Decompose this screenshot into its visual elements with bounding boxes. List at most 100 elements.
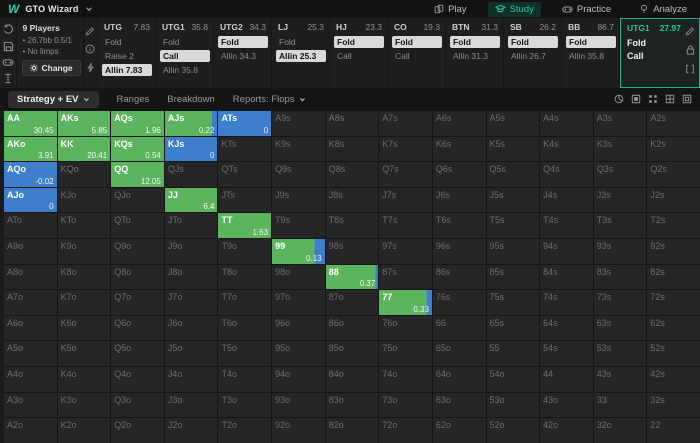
action-fold[interactable]: Fold bbox=[218, 36, 268, 48]
hand-cell-AQo[interactable]: AQo -0.02 bbox=[4, 162, 57, 187]
hand-cell-J4o[interactable]: J4o bbox=[164, 366, 218, 392]
hand-cell-A9o[interactable]: A9o bbox=[4, 238, 57, 264]
hand-cell-Q9s[interactable]: Q9s bbox=[272, 162, 325, 187]
hand-cell-85o[interactable]: 85o bbox=[325, 341, 379, 366]
hand-cell-KTo[interactable]: KTo bbox=[57, 213, 111, 238]
hand-cell-J2s[interactable]: J2s bbox=[647, 187, 700, 213]
hand-cell-J3s[interactable]: J3s bbox=[593, 187, 647, 213]
hand-cell-K5o[interactable]: K5o bbox=[57, 341, 111, 366]
hand-cell-J4s[interactable]: J4s bbox=[540, 187, 593, 213]
hand-cell-76s[interactable]: 76s bbox=[432, 290, 486, 315]
hand-cell-87s[interactable]: 87s bbox=[379, 264, 432, 290]
hand-cell-T2s[interactable]: T2s bbox=[647, 213, 700, 238]
hand-cell-Q5o[interactable]: Q5o bbox=[111, 341, 164, 366]
action-fold[interactable]: Fold bbox=[279, 37, 296, 47]
action-allin-26-7[interactable]: Allin 26.7 bbox=[511, 51, 546, 61]
hand-cell-ATo[interactable]: ATo bbox=[4, 213, 57, 238]
hand-cell-K8s[interactable]: K8s bbox=[325, 136, 379, 162]
hand-cell-43s[interactable]: 43s bbox=[593, 366, 647, 392]
hand-cell-T7s[interactable]: T7s bbox=[379, 213, 432, 238]
lightning-icon[interactable] bbox=[86, 62, 95, 73]
action-call[interactable]: Call bbox=[160, 50, 210, 62]
lock-icon[interactable] bbox=[686, 45, 695, 55]
hand-cell-A4s[interactable]: A4s bbox=[540, 111, 593, 136]
hand-cell-J8s[interactable]: J8s bbox=[325, 187, 379, 213]
hand-cell-K5s[interactable]: K5s bbox=[486, 136, 540, 162]
tab-ranges[interactable]: Ranges bbox=[117, 94, 150, 105]
hand-cell-A2o[interactable]: A2o bbox=[4, 418, 57, 443]
action-fold[interactable]: Fold bbox=[566, 36, 616, 48]
text-cursor-icon[interactable] bbox=[3, 73, 13, 84]
table-icon[interactable] bbox=[665, 94, 675, 104]
range-brackets-icon[interactable] bbox=[685, 64, 695, 74]
pencil-icon[interactable] bbox=[685, 26, 695, 36]
hand-cell-QJo[interactable]: QJo bbox=[111, 187, 164, 213]
active-action-call[interactable]: Call bbox=[627, 51, 644, 61]
hand-cell-92o[interactable]: 92o bbox=[272, 418, 325, 443]
hand-cell-64s[interactable]: 64s bbox=[540, 315, 593, 341]
hand-cell-KTs[interactable]: KTs bbox=[218, 136, 272, 162]
hand-cell-64o[interactable]: 64o bbox=[432, 366, 486, 392]
hand-cell-98s[interactable]: 98s bbox=[325, 238, 379, 264]
hand-cell-33[interactable]: 33 bbox=[593, 392, 647, 418]
action-fold[interactable]: Fold bbox=[450, 36, 500, 48]
hand-cell-KJs[interactable]: KJs 0 bbox=[164, 136, 218, 162]
hand-cell-ATs[interactable]: ATs 0 bbox=[218, 111, 272, 136]
hand-cell-42o[interactable]: 42o bbox=[540, 418, 593, 443]
hand-cell-A4o[interactable]: A4o bbox=[4, 366, 57, 392]
hand-cell-KQs[interactable]: KQs 0.54 bbox=[111, 136, 164, 162]
hand-cell-A3s[interactable]: A3s bbox=[593, 111, 647, 136]
hand-cell-K7o[interactable]: K7o bbox=[57, 290, 111, 315]
hand-cell-A6o[interactable]: A6o bbox=[4, 315, 57, 341]
hand-cell-95s[interactable]: 95s bbox=[486, 238, 540, 264]
hand-cell-Q3s[interactable]: Q3s bbox=[593, 162, 647, 187]
action-fold[interactable]: Fold bbox=[508, 36, 558, 48]
hand-cell-74s[interactable]: 74s bbox=[540, 290, 593, 315]
hand-cell-T5o[interactable]: T5o bbox=[218, 341, 272, 366]
hand-cell-97o[interactable]: 97o bbox=[272, 290, 325, 315]
hand-cell-62o[interactable]: 62o bbox=[432, 418, 486, 443]
hand-cell-T5s[interactable]: T5s bbox=[486, 213, 540, 238]
hand-cell-K3s[interactable]: K3s bbox=[593, 136, 647, 162]
hand-cell-54s[interactable]: 54s bbox=[540, 341, 593, 366]
hand-cell-54o[interactable]: 54o bbox=[486, 366, 540, 392]
hand-cell-63s[interactable]: 63s bbox=[593, 315, 647, 341]
hand-cell-72s[interactable]: 72s bbox=[647, 290, 700, 315]
hand-cell-Q2o[interactable]: Q2o bbox=[111, 418, 164, 443]
filled-square-icon[interactable] bbox=[631, 94, 641, 104]
hand-cell-94s[interactable]: 94s bbox=[540, 238, 593, 264]
hand-cell-A5s[interactable]: A5s bbox=[486, 111, 540, 136]
hand-cell-J2o[interactable]: J2o bbox=[164, 418, 218, 443]
hand-cell-K3o[interactable]: K3o bbox=[57, 392, 111, 418]
brand[interactable]: W GTO Wizard bbox=[8, 3, 93, 15]
hand-cell-A8o[interactable]: A8o bbox=[4, 264, 57, 290]
action-call[interactable]: Call bbox=[337, 51, 352, 61]
hand-cell-K6s[interactable]: K6s bbox=[432, 136, 486, 162]
action-fold[interactable]: Fold bbox=[334, 36, 384, 48]
hand-cell-86o[interactable]: 86o bbox=[325, 315, 379, 341]
hand-cell-K8o[interactable]: K8o bbox=[57, 264, 111, 290]
hand-cell-53o[interactable]: 53o bbox=[486, 392, 540, 418]
hand-cell-83o[interactable]: 83o bbox=[325, 392, 379, 418]
hand-cell-94o[interactable]: 94o bbox=[272, 366, 325, 392]
hand-cell-J9o[interactable]: J9o bbox=[164, 238, 218, 264]
hand-cell-J7s[interactable]: J7s bbox=[379, 187, 432, 213]
nav-play[interactable]: Play bbox=[427, 2, 473, 17]
action-allin-35-8[interactable]: Allin 35.8 bbox=[163, 65, 198, 75]
hand-cell-AKs[interactable]: AKs 5.85 bbox=[57, 111, 111, 136]
hand-cell-Q4o[interactable]: Q4o bbox=[111, 366, 164, 392]
hand-cell-JTs[interactable]: JTs bbox=[218, 187, 272, 213]
hand-cell-JJ[interactable]: JJ 6.4 bbox=[164, 187, 218, 213]
hand-cell-85s[interactable]: 85s bbox=[486, 264, 540, 290]
hand-cell-74o[interactable]: 74o bbox=[379, 366, 432, 392]
history-icon[interactable] bbox=[3, 24, 14, 35]
hand-cell-J6o[interactable]: J6o bbox=[164, 315, 218, 341]
hand-cell-TT[interactable]: TT 1.63 bbox=[218, 213, 272, 238]
hand-cell-T7o[interactable]: T7o bbox=[218, 290, 272, 315]
hand-cell-AQs[interactable]: AQs 1.96 bbox=[111, 111, 164, 136]
hand-cell-99[interactable]: 99 0.13 bbox=[272, 238, 325, 264]
active-action-fold[interactable]: Fold bbox=[627, 38, 646, 48]
hand-cell-AA[interactable]: AA 30.45 bbox=[4, 111, 57, 136]
dots-grid-icon[interactable] bbox=[648, 94, 658, 104]
action-fold[interactable]: Fold bbox=[163, 37, 180, 47]
